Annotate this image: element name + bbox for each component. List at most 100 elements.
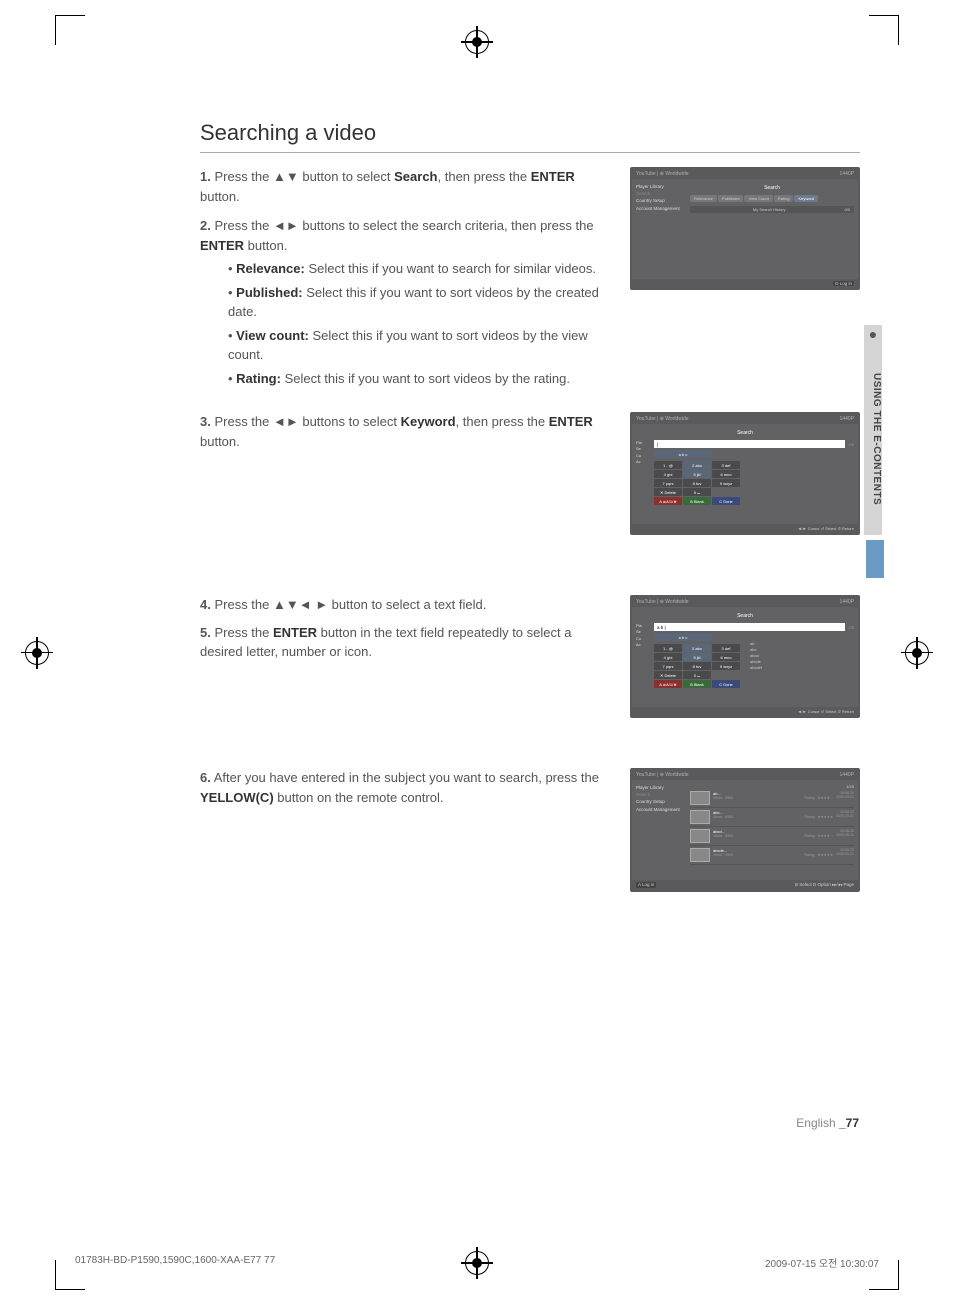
screenshot-search-tabs: YouTube | ⊕ Worldwide 1440P Player Libra… — [630, 167, 860, 290]
suggest-item: abcdef — [750, 665, 762, 671]
side-tab-label: USING THE E-CONTENTS — [864, 343, 882, 535]
result-views: Views : 5960 — [713, 853, 733, 857]
print-footer-right: 2009-07-15 오전 10:30:07 — [765, 1255, 879, 1270]
result-rating: Rating : ★★★★☆ — [804, 796, 833, 800]
ss-title: Search — [636, 428, 854, 438]
step-text-fragment: Press the ▲▼◄ ► button to select a text … — [214, 597, 486, 612]
result-item: ab... Views : 5960 Rating : ★★★★☆ 00:06:… — [690, 789, 854, 808]
ss-text-input: a b | — [654, 623, 845, 631]
keypad-key: B Blank — [683, 680, 711, 688]
keypad-key: ✕ Delete — [654, 488, 682, 496]
keypad-key: 1 - @ — [654, 644, 682, 652]
page-footer: English _77 — [796, 1116, 859, 1130]
tab-published: Published — [718, 195, 744, 202]
bullet-desc: Select this if you want to sort videos b… — [281, 371, 570, 386]
step-text-fragment: Press the ◄► buttons to select — [214, 414, 400, 429]
bullet-label: Rating: — [236, 371, 281, 386]
result-views: Views : 5960 — [713, 815, 733, 819]
step-num: 2. — [200, 218, 211, 233]
keypad-key: 6 mno — [712, 470, 740, 478]
steps-1-2: 1. Press the ▲▼ button to select Search,… — [200, 167, 610, 392]
sidebar-item: Country Setup — [636, 197, 686, 204]
step-4: 4. Press the ▲▼◄ ► button to select a te… — [200, 595, 610, 615]
step-text-fragment: , then press the — [438, 169, 531, 184]
ss-header-left: YouTube | ⊕ Worldwide — [636, 416, 689, 422]
step-6: 6. After you have entered in the subject… — [200, 768, 610, 892]
history-count: 0/0 — [844, 207, 850, 212]
registration-mark-top — [465, 30, 489, 54]
result-date: 2009-05-21 — [836, 833, 854, 837]
keypad-key: 5 jkl — [683, 653, 711, 661]
keypad-key: 1 - @ — [654, 461, 682, 469]
sidebar-item: Account Management — [636, 806, 686, 813]
step-text-fragment: button. — [244, 238, 287, 253]
step-text-fragment: , then press the — [456, 414, 549, 429]
page-content: Searching a video 1. Press the ▲▼ button… — [200, 120, 860, 912]
keypad-key: 7 pqrs — [654, 662, 682, 670]
result-list: ab... Views : 5960 Rating : ★★★★☆ 00:06:… — [690, 789, 854, 865]
side-tab-accent — [866, 540, 884, 578]
ss-header-left: YouTube | ⊕ Worldwide — [636, 772, 689, 778]
ss-header-left: YouTube | ⊕ Worldwide — [636, 599, 689, 605]
step-text-fragment: Press the — [214, 625, 273, 640]
keypad-key: C Done — [712, 680, 740, 688]
keypad-key: ✕ Delete — [654, 671, 682, 679]
keypad-key: B Blank — [683, 497, 711, 505]
result-views: Views : 5960 — [713, 796, 733, 800]
bullet-label: View count: — [236, 328, 309, 343]
result-item: abcde... Views : 5960 Rating : ★★★★★ 00:… — [690, 846, 854, 865]
step-num: 1. — [200, 169, 211, 184]
ss-header-right: 1440P — [840, 171, 854, 177]
step-num: 3. — [200, 414, 211, 429]
ss-history: My Search History 0/0 — [690, 206, 854, 213]
selected-key-display: a b c — [654, 633, 712, 641]
keypad-key: 7 pqrs — [654, 479, 682, 487]
ss-footer: ◄/► Cursor ⏎ Select ↺ Return — [632, 707, 858, 716]
tab-keyword: Keyword — [794, 195, 818, 202]
ss-header-right: 1440P — [840, 599, 854, 605]
sidebar-item: Player Library — [636, 183, 686, 190]
crop-corner-tr — [869, 15, 899, 45]
bullet-desc: Select this if you want to search for si… — [305, 261, 596, 276]
keypad-key: 8 tuv — [683, 479, 711, 487]
result-item: abcd... Views : 5960 Rating : ★★★★☆ 00:0… — [690, 827, 854, 846]
screenshot-results: YouTube | ⊕ Worldwide 1440P Player Libra… — [630, 768, 860, 892]
ss-suggestions: ab abc abcd abcde abcdef — [750, 641, 762, 688]
step-text-fragment: Press the ▲▼ button to select — [214, 169, 394, 184]
bullet-item: • Rating: Select this if you want to sor… — [228, 369, 610, 389]
ss-sidebar: Player Library Search Country Setup Acco… — [636, 183, 686, 275]
sidebar-item: Account Management — [636, 205, 686, 212]
ss-sidebar-abbr: Pla Se Co Ac — [636, 623, 650, 688]
result-thumb — [690, 810, 710, 824]
bullet-label: Published: — [236, 285, 302, 300]
footer-left: A Log in — [636, 882, 656, 888]
result-date: 2009-05-21 — [836, 852, 854, 856]
ss-header-right: 1440P — [840, 416, 854, 422]
tab-viewcount: View Count — [744, 195, 772, 202]
tab-rating: Rating — [774, 195, 794, 202]
bullet-label: Relevance: — [236, 261, 305, 276]
ss-tabs: Relevance Published View Count Rating Ke… — [690, 195, 854, 202]
ss-title: Search — [636, 611, 854, 621]
step-bold: Keyword — [401, 414, 456, 429]
print-footer-left: 01783H-BD-P1590,1590C,1600-XAA-E77 77 — [75, 1255, 275, 1270]
step-text-fragment: button. — [200, 189, 240, 204]
result-thumb — [690, 791, 710, 805]
bullet-list: • Relevance: Select this if you want to … — [228, 259, 610, 388]
print-footer: 01783H-BD-P1590,1590C,1600-XAA-E77 77 20… — [75, 1255, 879, 1270]
history-label: My Search History — [753, 207, 786, 212]
ss-footer: D Log in — [632, 279, 858, 288]
step-1: 1. Press the ▲▼ button to select Search,… — [200, 167, 610, 206]
sidebar-abbr: Ac — [636, 642, 650, 648]
step-3: 3. Press the ◄► buttons to select Keywor… — [200, 412, 610, 535]
result-thumb — [690, 829, 710, 843]
selected-key-display: a b c — [654, 450, 712, 458]
sidebar-item-active: Search — [636, 791, 686, 798]
ss-keypad: 1 - @2 abc3 def4 ghi5 jkl6 mno7 pqrs8 tu… — [654, 644, 740, 688]
ss-text-input: | — [654, 440, 845, 448]
sidebar-item: Player Library — [636, 784, 686, 791]
keypad-key: 0 ⌴ — [683, 671, 711, 679]
step-bold: ENTER — [549, 414, 593, 429]
screenshot-keypad-empty: YouTube | ⊕ Worldwide 1440P Search Pla S… — [630, 412, 860, 535]
ss-sidebar-abbr: Pla Se Co Ac — [636, 440, 650, 505]
